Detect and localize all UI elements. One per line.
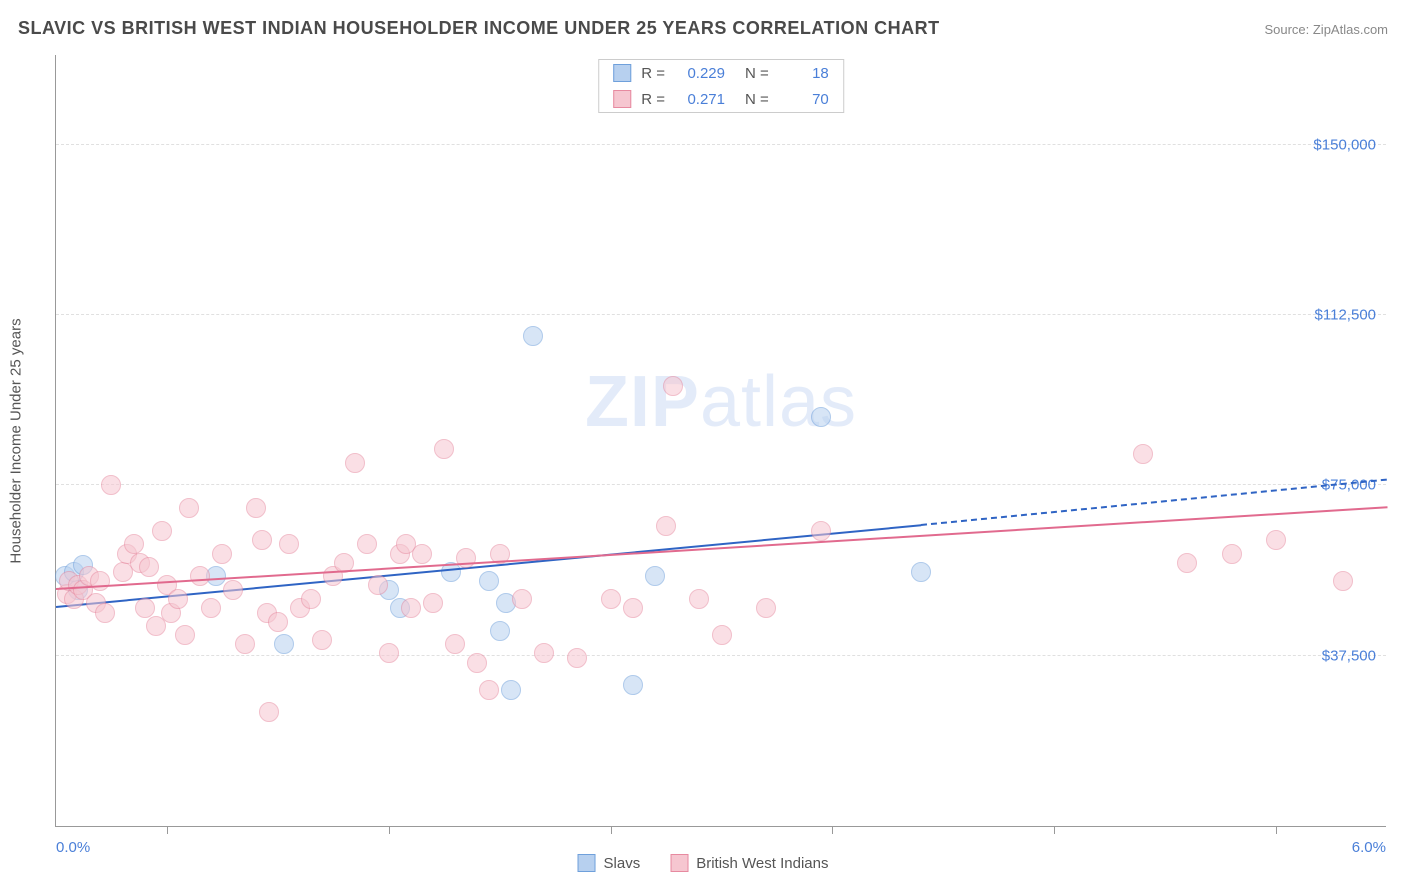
data-point-slavs xyxy=(623,675,643,695)
data-point-bwi xyxy=(135,598,155,618)
data-point-bwi xyxy=(357,534,377,554)
data-point-bwi xyxy=(124,534,144,554)
data-point-bwi xyxy=(1133,444,1153,464)
data-point-bwi xyxy=(268,612,288,632)
scatter-chart: Householder Income Under 25 years ZIPatl… xyxy=(55,55,1386,827)
data-point-bwi xyxy=(656,516,676,536)
data-point-bwi xyxy=(1222,544,1242,564)
data-point-bwi xyxy=(301,589,321,609)
legend-stats: R =0.229N =18R =0.271N =70 xyxy=(598,59,844,113)
data-point-bwi xyxy=(95,603,115,623)
x-min-label: 0.0% xyxy=(56,839,90,856)
data-point-bwi xyxy=(139,557,159,577)
data-point-slavs xyxy=(274,634,294,654)
data-point-bwi xyxy=(235,634,255,654)
x-tick xyxy=(1054,826,1055,834)
data-point-bwi xyxy=(663,376,683,396)
data-point-bwi xyxy=(756,598,776,618)
data-point-bwi xyxy=(412,544,432,564)
y-tick-label: $150,000 xyxy=(1313,136,1376,153)
watermark: ZIPatlas xyxy=(585,361,857,443)
x-max-label: 6.0% xyxy=(1352,839,1386,856)
grid-line xyxy=(56,314,1386,315)
data-point-bwi xyxy=(312,630,332,650)
legend-series: Slavs British West Indians xyxy=(578,854,829,872)
x-tick xyxy=(1276,826,1277,834)
legend-stat-row-bwi: R =0.271N =70 xyxy=(599,86,843,112)
data-point-bwi xyxy=(279,534,299,554)
data-point-bwi xyxy=(252,530,272,550)
y-axis-label: Householder Income Under 25 years xyxy=(8,318,25,563)
data-point-bwi xyxy=(434,439,454,459)
x-tick xyxy=(611,826,612,834)
legend-swatch xyxy=(578,854,596,872)
data-point-bwi xyxy=(179,498,199,518)
data-point-bwi xyxy=(379,643,399,663)
data-point-bwi xyxy=(90,571,110,591)
trend-line-slavs-dash xyxy=(921,479,1387,526)
data-point-bwi xyxy=(567,648,587,668)
data-point-bwi xyxy=(534,643,554,663)
data-point-bwi xyxy=(168,589,188,609)
grid-line xyxy=(56,655,1386,656)
data-point-bwi xyxy=(146,616,166,636)
data-point-slavs xyxy=(501,680,521,700)
legend-stat-row-slavs: R =0.229N =18 xyxy=(599,60,843,86)
legend-swatch xyxy=(613,64,631,82)
legend-item-slavs: Slavs xyxy=(578,854,641,872)
legend-item-bwi: British West Indians xyxy=(670,854,828,872)
legend-swatch xyxy=(670,854,688,872)
data-point-bwi xyxy=(259,702,279,722)
data-point-bwi xyxy=(101,475,121,495)
data-point-slavs xyxy=(490,621,510,641)
data-point-bwi xyxy=(712,625,732,645)
x-tick xyxy=(167,826,168,834)
data-point-bwi xyxy=(368,575,388,595)
data-point-bwi xyxy=(467,653,487,673)
data-point-bwi xyxy=(401,598,421,618)
chart-title: SLAVIC VS BRITISH WEST INDIAN HOUSEHOLDE… xyxy=(18,18,940,39)
data-point-slavs xyxy=(523,326,543,346)
data-point-bwi xyxy=(190,566,210,586)
data-point-slavs xyxy=(645,566,665,586)
y-tick-label: $112,500 xyxy=(1315,307,1376,324)
data-point-bwi xyxy=(512,589,532,609)
grid-line xyxy=(56,484,1386,485)
data-point-bwi xyxy=(212,544,232,564)
data-point-slavs xyxy=(811,407,831,427)
data-point-bwi xyxy=(152,521,172,541)
data-point-bwi xyxy=(423,593,443,613)
data-point-bwi xyxy=(689,589,709,609)
data-point-bwi xyxy=(445,634,465,654)
data-point-bwi xyxy=(246,498,266,518)
data-point-bwi xyxy=(811,521,831,541)
x-tick xyxy=(389,826,390,834)
data-point-bwi xyxy=(201,598,221,618)
data-point-bwi xyxy=(479,680,499,700)
grid-line xyxy=(56,144,1386,145)
x-tick xyxy=(832,826,833,834)
data-point-slavs xyxy=(479,571,499,591)
data-point-bwi xyxy=(623,598,643,618)
data-point-slavs xyxy=(911,562,931,582)
data-point-bwi xyxy=(223,580,243,600)
data-point-bwi xyxy=(1333,571,1353,591)
data-point-bwi xyxy=(1177,553,1197,573)
data-point-bwi xyxy=(175,625,195,645)
data-point-bwi xyxy=(1266,530,1286,550)
data-point-bwi xyxy=(345,453,365,473)
legend-swatch xyxy=(613,90,631,108)
data-point-bwi xyxy=(601,589,621,609)
y-tick-label: $37,500 xyxy=(1322,647,1376,664)
source-label: Source: ZipAtlas.com xyxy=(1264,22,1388,37)
